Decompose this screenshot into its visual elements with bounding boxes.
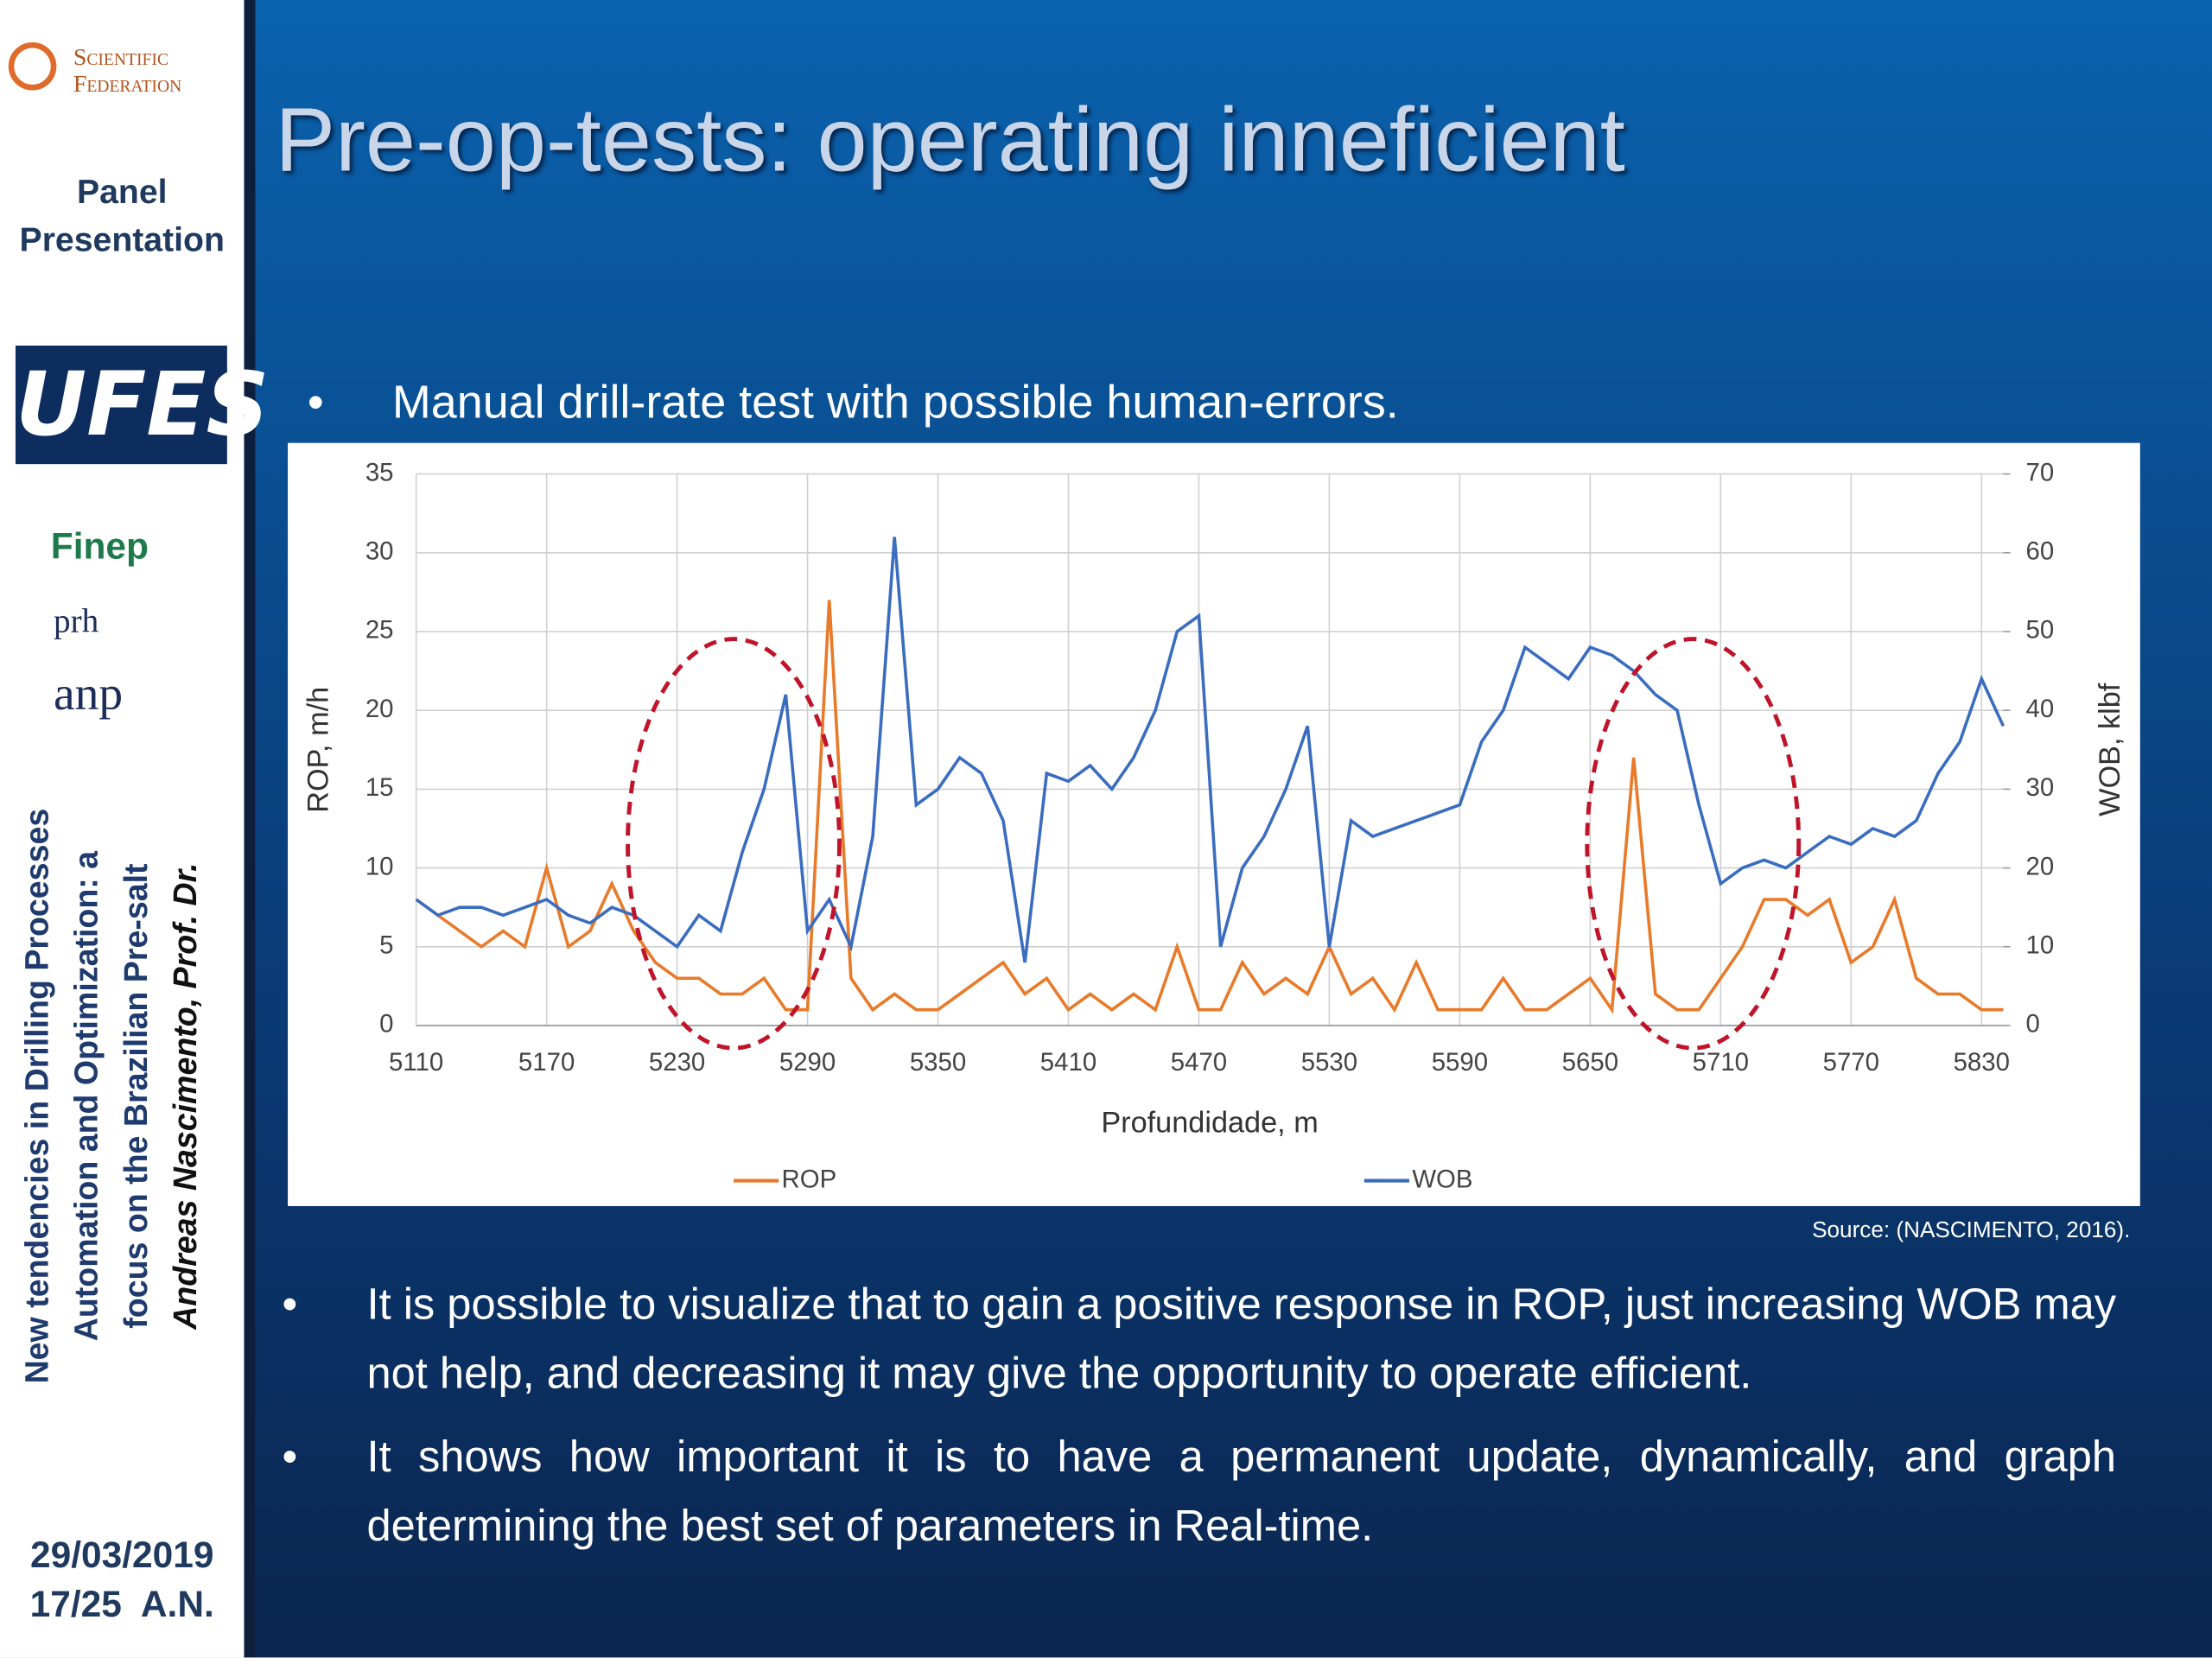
x-tick-label: 5170 bbox=[518, 1048, 575, 1077]
y2-tick-label: 60 bbox=[2026, 537, 2055, 566]
y2-tick-label: 10 bbox=[2026, 931, 2055, 960]
y2-tick-label: 50 bbox=[2026, 616, 2055, 645]
highlight-ellipse bbox=[1585, 637, 1802, 1051]
vertical-line: New tendencies in Drilling Processes bbox=[19, 809, 55, 1384]
x-tick-label: 5350 bbox=[910, 1048, 966, 1077]
y-tick-label: 5 bbox=[379, 931, 393, 960]
bullet: • It is possible to visualize that to gai… bbox=[283, 1269, 2117, 1407]
sidebar: Scientific Federation Panel Presentation U… bbox=[0, 0, 269, 1658]
legend-label: WOB bbox=[1412, 1165, 1472, 1193]
y-tick-label: 15 bbox=[365, 773, 394, 802]
vertical-line: Andreas Nascimento, Prof. Dr. bbox=[167, 862, 203, 1330]
y2-tick-label: 30 bbox=[2026, 773, 2055, 802]
series-line bbox=[415, 537, 2005, 963]
bullet-text: It shows how important it is to have a p… bbox=[366, 1432, 2117, 1551]
page-number: 17/25 A.N. bbox=[29, 1582, 214, 1625]
x-tick-label: 5530 bbox=[1301, 1048, 1357, 1077]
legend-label: ROP bbox=[782, 1165, 837, 1193]
y-axis-label: ROP, m/h bbox=[302, 687, 335, 813]
date: 29/03/2019 bbox=[29, 1533, 214, 1576]
brand-icon bbox=[8, 41, 57, 91]
y2-axis-label: WOB, klbf bbox=[2094, 683, 2126, 816]
logo-finep: Finep bbox=[50, 524, 149, 568]
x-tick-label: 5590 bbox=[1432, 1048, 1488, 1077]
y2-tick-label: 70 bbox=[2026, 458, 2055, 486]
bullet-list: • It is possible to visualize that to gai… bbox=[283, 1269, 2117, 1560]
panel-line: Presentation bbox=[19, 221, 225, 260]
vertical-line: Automation and Optimization: a bbox=[68, 850, 105, 1341]
x-tick-label: 5710 bbox=[1693, 1048, 1749, 1077]
x-axis-label: Profundidade, m bbox=[1101, 1106, 1318, 1139]
x-tick-label: 5410 bbox=[1040, 1048, 1096, 1077]
x-tick-label: 5290 bbox=[779, 1048, 836, 1077]
y2-tick-label: 0 bbox=[2026, 1010, 2040, 1039]
title: Pre-op-tests: operating inneficient bbox=[275, 88, 1625, 191]
brand-line: Scientific bbox=[73, 43, 169, 71]
brand: Scientific Federation bbox=[73, 44, 181, 98]
y-tick-label: 30 bbox=[365, 537, 394, 566]
bullet: • It shows how important it is to have a … bbox=[283, 1422, 2117, 1560]
bullet-dot: • bbox=[282, 1432, 298, 1482]
source: Source: (NASCIMENTO, 2016). bbox=[1812, 1218, 2131, 1243]
y-tick-label: 20 bbox=[365, 695, 394, 723]
y-tick-label: 0 bbox=[379, 1010, 393, 1039]
chart: 0 5 10 15 20 25 30 35 0 10 20 30 40 50 60 70 5110 5170 523… bbox=[302, 458, 2127, 1193]
x-tick-label: 5470 bbox=[1171, 1048, 1227, 1077]
y-tick-label: 35 bbox=[365, 458, 394, 486]
bullet-text: Manual drill-rate test with possible hum… bbox=[391, 375, 1399, 428]
bullet-dot: • bbox=[307, 375, 324, 428]
logo-prh: prh bbox=[54, 603, 99, 641]
logo-anp: anp bbox=[54, 668, 124, 721]
vertical-line: focus on the Brazilian Pre-salt bbox=[118, 863, 154, 1329]
x-tick-label: 5830 bbox=[1954, 1048, 2010, 1077]
brand-line: Federation bbox=[73, 70, 182, 98]
vline-group: New tendencies in Drilling Processes bbox=[19, 809, 55, 1384]
bullet-text: It is possible to visualize that to gain… bbox=[366, 1279, 2117, 1399]
y2-axis-label-group: WOB, klbf bbox=[2094, 683, 2126, 816]
x-tick-label: 5770 bbox=[1823, 1048, 1879, 1077]
logo-ufes: UFES bbox=[15, 346, 269, 465]
x-tick-label: 5230 bbox=[649, 1048, 705, 1077]
panel-line: Panel bbox=[76, 173, 168, 212]
vline-group: Andreas Nascimento, Prof. Dr. bbox=[167, 862, 203, 1330]
y-axis-label-group: ROP, m/h bbox=[302, 687, 335, 813]
y2-tick-label: 40 bbox=[2026, 695, 2055, 723]
vline-group: focus on the Brazilian Pre-salt bbox=[118, 863, 154, 1329]
y-tick-label: 10 bbox=[365, 852, 394, 880]
x-tick-label: 5110 bbox=[389, 1048, 443, 1077]
y-tick-label: 25 bbox=[365, 616, 394, 645]
x-tick-label: 5650 bbox=[1562, 1048, 1618, 1077]
bullet-top: • Manual drill-rate test with possible hu… bbox=[308, 375, 1399, 429]
bullet-dot: • bbox=[282, 1279, 298, 1330]
highlight-ellipse bbox=[626, 637, 842, 1051]
series-line bbox=[415, 600, 2004, 1014]
vertical-text: New tendencies in Drilling Processes Aut… bbox=[19, 809, 203, 1384]
chart-box: 0 5 10 15 20 25 30 35 0 10 20 30 40 50 60 70 5110 5170 523… bbox=[288, 442, 2140, 1206]
panel-label: Panel Presentation bbox=[0, 169, 244, 265]
footer-info: 29/03/2019 17/25 A.N. bbox=[0, 1530, 244, 1629]
vline-group: Automation and Optimization: a bbox=[68, 850, 105, 1341]
y2-tick-label: 20 bbox=[2026, 852, 2055, 880]
